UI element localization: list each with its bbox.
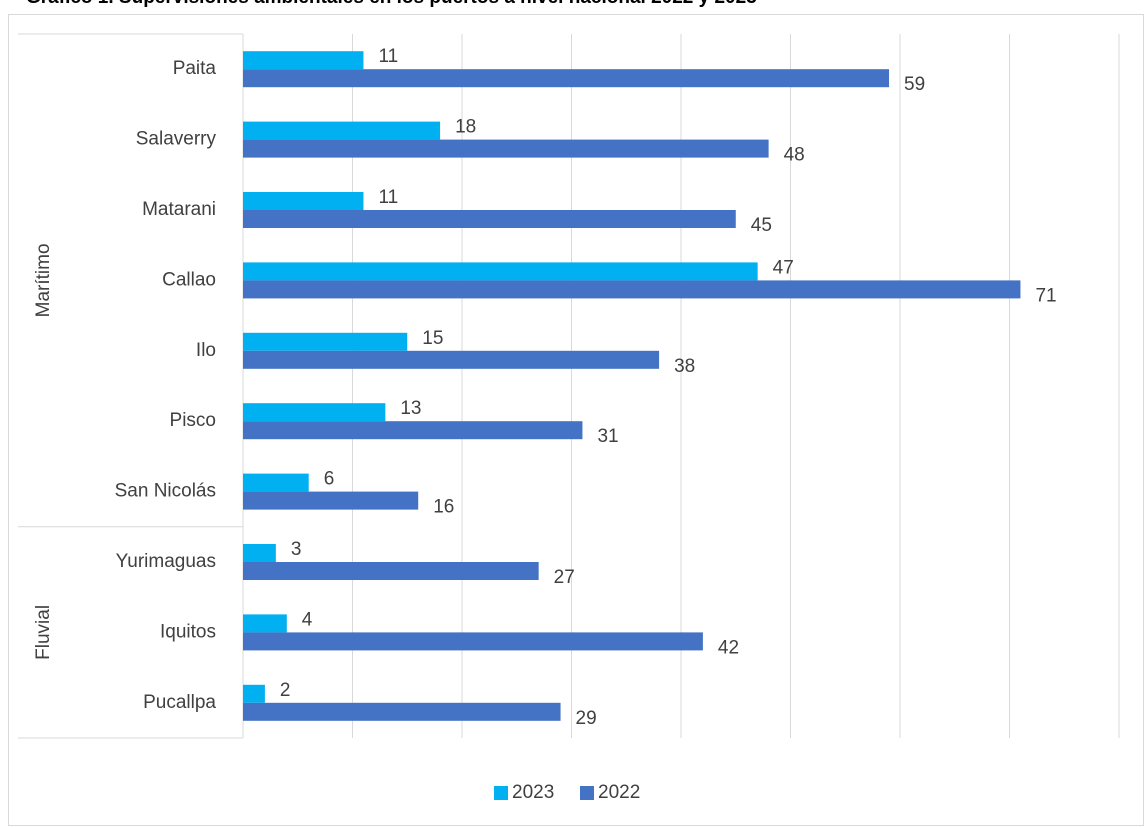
bar-2023 xyxy=(243,262,758,281)
bars xyxy=(243,51,1021,721)
category-label: Yurimaguas xyxy=(116,551,216,572)
data-label: 4 xyxy=(302,609,313,630)
bar-2022 xyxy=(243,632,703,651)
category-label: Salaverry xyxy=(136,129,217,150)
data-label: 15 xyxy=(422,328,443,349)
data-label: 71 xyxy=(1035,285,1056,306)
category-label: Ilo xyxy=(196,340,216,361)
data-label: 16 xyxy=(433,497,454,518)
bar-2023 xyxy=(243,121,441,140)
category-label: Pucallpa xyxy=(143,692,216,713)
chart-frame xyxy=(8,14,1144,826)
legend-swatch-2022 xyxy=(580,786,594,800)
category-label: Iquitos xyxy=(160,621,216,642)
bar-2022 xyxy=(243,350,660,369)
data-label: 42 xyxy=(718,637,739,658)
legend: 2023 2022 xyxy=(494,782,640,803)
bar-2023 xyxy=(243,332,408,351)
bar-2022 xyxy=(243,702,561,721)
data-label: 3 xyxy=(291,539,302,560)
category-label: Matarani xyxy=(142,199,216,220)
group-label: Marítimo xyxy=(33,243,54,317)
gridlines xyxy=(352,34,1120,738)
category-label: Callao xyxy=(162,269,216,290)
bar-2023 xyxy=(243,473,309,492)
data-label: 27 xyxy=(554,567,575,588)
bar-2023 xyxy=(243,403,386,422)
group-label: Fluvial xyxy=(33,605,54,660)
data-label: 2 xyxy=(280,680,291,701)
bar-2023 xyxy=(243,544,276,562)
bar-2023 xyxy=(243,684,265,703)
legend-label: 2022 xyxy=(598,782,640,803)
bar-2022 xyxy=(243,421,583,440)
data-label: 29 xyxy=(576,708,597,729)
data-label: 6 xyxy=(324,469,335,490)
data-label: 47 xyxy=(773,257,794,278)
data-label: 45 xyxy=(751,215,772,236)
legend-swatch-2023 xyxy=(494,786,508,800)
data-label: 13 xyxy=(400,398,421,419)
legend-label: 2023 xyxy=(512,782,554,803)
category-label: San Nicolás xyxy=(115,481,216,502)
category-label: Paita xyxy=(173,58,217,79)
category-label: Pisco xyxy=(170,410,216,431)
labels: Marítimo Fluvial Paita 11 59 Salaverry 18 48 Mat… xyxy=(33,46,1057,729)
data-label: 48 xyxy=(784,145,805,166)
bar-2022 xyxy=(243,69,890,88)
data-label: 18 xyxy=(455,117,476,138)
bar-2022 xyxy=(243,280,1021,299)
data-label: 31 xyxy=(597,426,618,447)
bar-2023 xyxy=(243,51,364,70)
bar-2022 xyxy=(243,562,539,580)
data-label: 11 xyxy=(378,46,398,67)
data-label: 11 xyxy=(378,187,398,208)
bar-2022 xyxy=(243,491,419,510)
bar-2022 xyxy=(243,139,769,158)
data-label: 38 xyxy=(674,356,695,377)
chart-title: Gráfico 1. Supervisiones ambientales en … xyxy=(26,0,757,9)
data-label: 59 xyxy=(904,74,925,95)
bar-2023 xyxy=(243,614,287,633)
bar-2023 xyxy=(243,192,364,210)
bar-2022 xyxy=(243,210,736,228)
